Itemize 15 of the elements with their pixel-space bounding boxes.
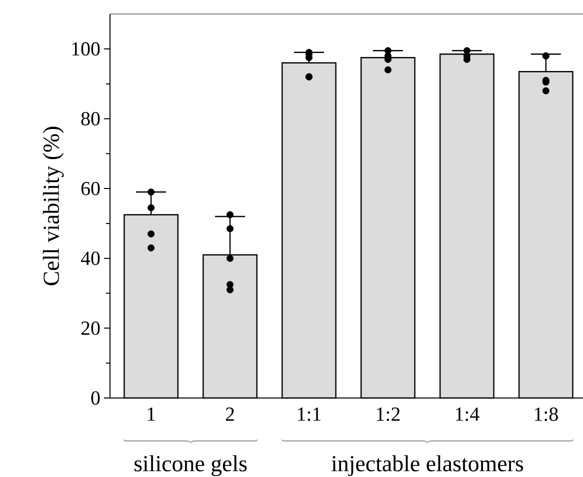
y-tick-label: 0	[91, 391, 100, 405]
x-tick-label: 1:8	[534, 408, 558, 422]
x-tick-label: 2	[226, 408, 234, 421]
y-axis-title: Cell viability (%)	[42, 126, 64, 286]
y-tick-label: 60	[81, 182, 100, 196]
text: silicone gels	[134, 455, 247, 476]
x-tick-label: 1:4	[456, 408, 480, 421]
x-tick-label: 1	[148, 408, 155, 421]
y-tick-label: 40	[80, 252, 100, 266]
x-tick-label: 1:2	[376, 408, 400, 421]
y-tick-label: 80	[81, 112, 100, 126]
y-tick-label: 20	[81, 321, 100, 335]
text: injectable elastomers	[332, 455, 524, 476]
y-tick-label: 100	[72, 42, 100, 56]
x-tick-label: 1:1	[298, 408, 321, 421]
